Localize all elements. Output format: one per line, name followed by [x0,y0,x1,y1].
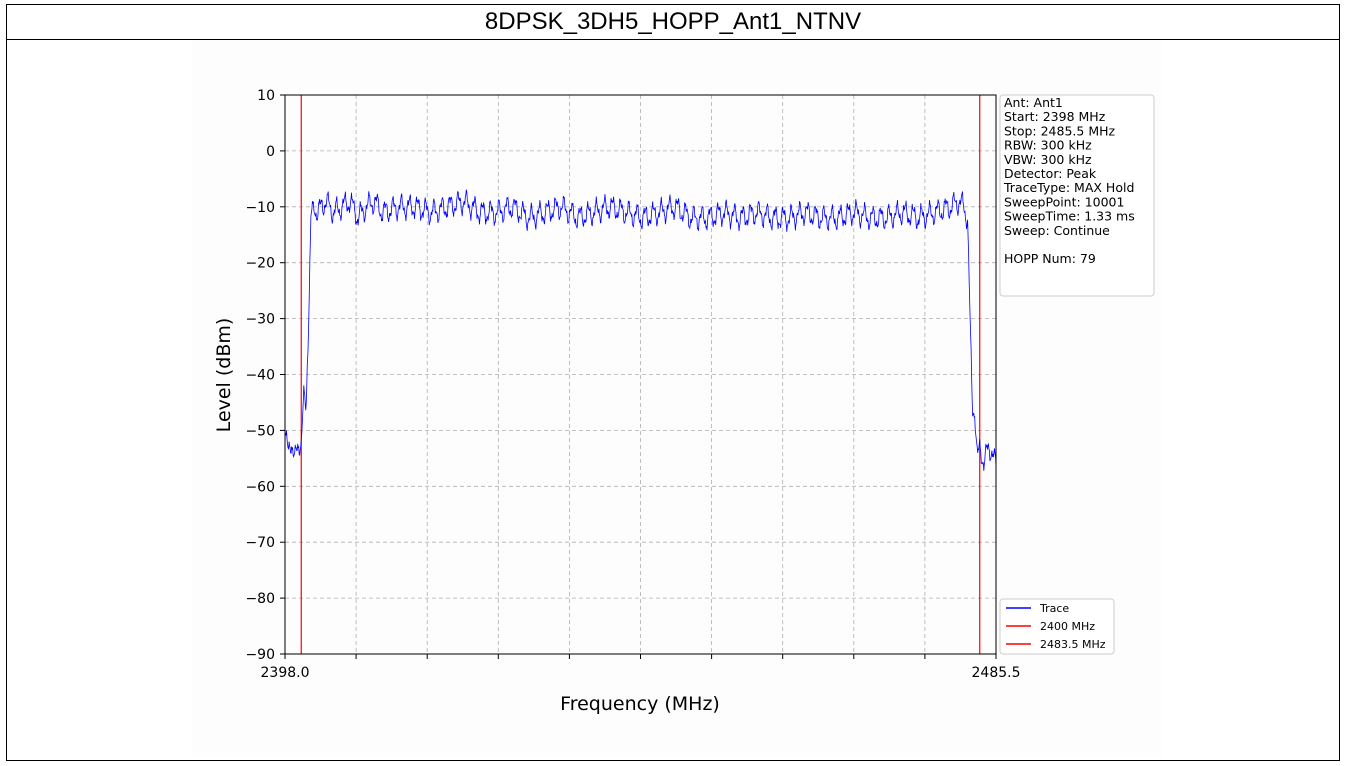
y-axis-ticks: 10 0 −10 −20 −30 −40 −50 −60 −70 −80 −90 [245,88,285,663]
y-tick-label: −80 [245,591,275,607]
y-tick-label: −90 [245,647,275,663]
x-axis-ticks: 2398.0 2485.5 [261,654,1021,681]
grid-layer [285,94,996,655]
y-tick-label: −30 [245,312,275,328]
info-box-line: VBW: 300 kHz [1004,152,1092,167]
y-tick-label: −40 [245,368,275,384]
legend-frame [999,598,1115,655]
trace-layer [284,189,997,471]
info-box-line: Stop: 2485.5 MHz [1004,123,1115,138]
y-tick-label: 10 [257,88,275,104]
y-tick-label: −20 [245,256,275,272]
x-tick-label: 2485.5 [972,665,1021,681]
y-tick-label: −60 [245,479,275,495]
info-box-line: TraceType: MAX Hold [1003,180,1134,195]
legend: Trace 2400 MHz 2483.5 MHz [999,598,1115,655]
x-tick-label: 2398.0 [261,665,310,681]
trace-series-line [284,189,997,471]
info-box-line: SweepTime: 1.33 ms [1004,209,1135,224]
legend-label-trace: Trace [1039,602,1069,615]
info-box-line: Ant: Ant1 [1004,95,1063,110]
y-tick-label: −70 [245,535,275,551]
chart-title: 8DPSK_3DH5_HOPP_Ant1_NTNV [7,5,1339,40]
info-box-line: Detector: Peak [1004,166,1097,181]
y-tick-label: −10 [245,200,275,216]
y-tick-label: 0 [266,144,275,160]
y-tick-label: −50 [245,423,275,439]
info-box-line: HOPP Num: 79 [1004,251,1096,266]
y-axis-label: Level (dBm) [213,318,235,433]
legend-label-2400: 2400 MHz [1040,620,1095,633]
info-box-frame [999,94,1155,297]
x-axis-label: Frequency (MHz) [560,693,720,715]
info-box-line: Sweep: Continue [1004,223,1110,238]
legend-label-2483-5: 2483.5 MHz [1040,638,1106,651]
limit-lines [300,95,981,654]
info-box-line: Start: 2398 MHz [1004,109,1106,124]
info-box-line: SweepPoint: 10001 [1004,194,1124,209]
chart-frame: 8DPSK_3DH5_HOPP_Ant1_NTNV [6,4,1340,761]
info-box-line: RBW: 300 kHz [1004,138,1092,153]
